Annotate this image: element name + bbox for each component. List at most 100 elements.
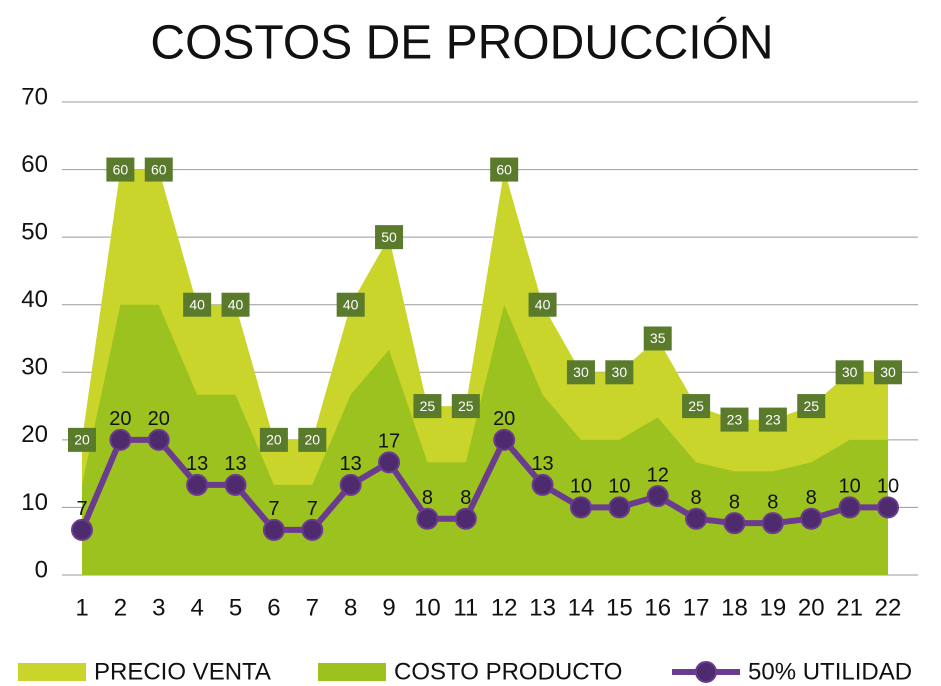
label-box (643, 326, 672, 351)
x-tick-label: 15 (606, 594, 633, 621)
data-label: 40 (535, 296, 551, 312)
data-label: 7 (268, 498, 279, 520)
data-label: 30 (880, 364, 896, 380)
x-tick-label: 17 (683, 594, 710, 621)
data-label: 20 (148, 408, 170, 430)
data-label: 8 (767, 491, 778, 513)
data-label: 60 (151, 161, 167, 177)
marker (416, 507, 439, 530)
label-box (183, 292, 212, 317)
data-label: 8 (460, 487, 471, 509)
label-box (451, 394, 480, 419)
data-label: 25 (688, 398, 704, 414)
legend-swatch (318, 663, 386, 681)
data-label: 30 (612, 364, 628, 380)
data-label: 8 (422, 487, 433, 509)
x-tick-label: 21 (836, 594, 863, 621)
label-box (413, 394, 442, 419)
marker (877, 496, 899, 519)
label-box (797, 394, 826, 419)
data-label: 17 (378, 431, 400, 453)
x-tick-label: 19 (760, 594, 787, 621)
y-tick-label: 40 (21, 286, 48, 313)
legend-label: PRECIO VENTA (94, 658, 271, 685)
data-label: 35 (650, 330, 666, 346)
label-box (566, 360, 595, 385)
x-tick-label: 2 (114, 594, 127, 621)
label-box (68, 427, 96, 452)
marker (186, 473, 209, 496)
marker (454, 507, 477, 530)
legend-marker (695, 661, 717, 683)
data-label: 10 (877, 476, 899, 498)
marker (685, 507, 708, 530)
y-tick-label: 60 (21, 151, 48, 178)
data-label: 60 (113, 161, 129, 177)
y-tick-label: 50 (21, 218, 48, 245)
data-label: 60 (496, 161, 512, 177)
marker (646, 485, 669, 508)
data-label: 13 (186, 453, 208, 475)
label-box (221, 292, 250, 317)
marker (147, 428, 170, 451)
area (82, 304, 888, 575)
marker (339, 473, 362, 496)
data-label: 50 (381, 229, 397, 245)
label-box (835, 360, 864, 385)
x-tick-label: 3 (152, 594, 165, 621)
data-label: 7 (76, 498, 87, 520)
data-label: 8 (691, 487, 702, 509)
x-tick-label: 20 (798, 594, 825, 621)
label-box (528, 292, 557, 317)
data-label: 10 (570, 476, 592, 498)
marker (531, 473, 554, 496)
marker (301, 518, 324, 541)
x-tick-label: 18 (721, 594, 748, 621)
x-tick-label: 4 (190, 594, 203, 621)
data-label: 13 (340, 453, 362, 475)
x-tick-label: 1 (75, 594, 88, 621)
data-label: 20 (266, 432, 282, 448)
marker (800, 507, 823, 530)
data-label: 23 (765, 411, 781, 427)
x-tick-label: 10 (414, 594, 441, 621)
label-box (106, 157, 135, 182)
data-label: 23 (727, 411, 743, 427)
data-label: 13 (531, 453, 553, 475)
x-tick-label: 6 (267, 594, 280, 621)
label-box (874, 360, 902, 385)
x-tick-label: 5 (229, 594, 242, 621)
x-tick-label: 16 (644, 594, 671, 621)
x-tick-label: 7 (306, 594, 319, 621)
marker (109, 428, 132, 451)
marker (262, 518, 285, 541)
data-label: 40 (343, 296, 359, 312)
data-label: 13 (224, 453, 246, 475)
marker (761, 512, 784, 535)
y-tick-label: 30 (21, 354, 48, 381)
data-label: 25 (458, 398, 474, 414)
data-label: 7 (307, 498, 318, 520)
chart-title: COSTOS DE PRODUCCIÓN (150, 16, 773, 70)
marker (608, 496, 631, 519)
x-tick-label: 14 (568, 594, 595, 621)
data-label: 10 (608, 476, 630, 498)
x-tick-label: 9 (382, 594, 395, 621)
data-label: 40 (189, 296, 205, 312)
label-box (375, 225, 404, 250)
data-label: 20 (109, 408, 131, 430)
marker (378, 451, 401, 474)
data-label: 40 (228, 296, 244, 312)
label-box (144, 157, 173, 182)
data-label: 30 (573, 364, 589, 380)
data-label: 8 (806, 487, 817, 509)
data-label: 20 (493, 408, 515, 430)
label-box (336, 292, 365, 317)
legend-label: COSTO PRODUCTO (394, 658, 622, 685)
label-box (490, 157, 519, 182)
data-label: 12 (647, 464, 669, 486)
x-tick-label: 11 (453, 594, 478, 621)
marker (723, 512, 746, 535)
label-box (720, 407, 749, 432)
